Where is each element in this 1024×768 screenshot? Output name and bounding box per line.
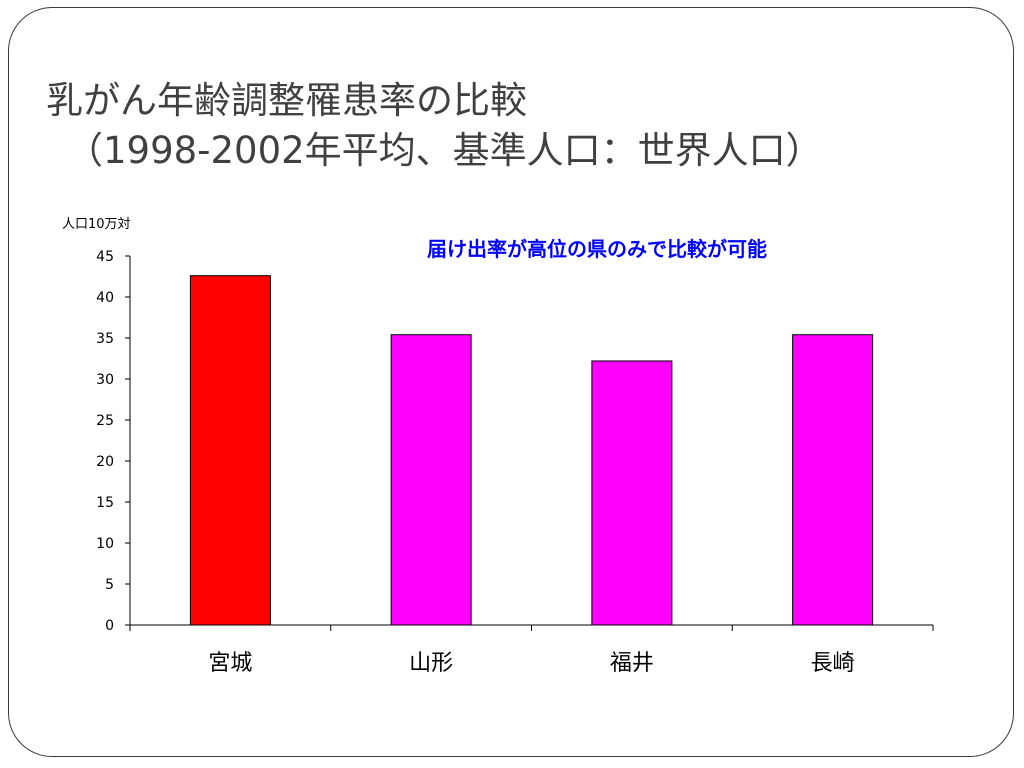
y-tick-label: 30 [96,372,114,388]
y-tick-label: 15 [96,495,114,511]
slide-title-line1: 乳がん年齢調整罹患率の比較 [46,79,527,122]
y-tick-label: 45 [96,249,114,265]
y-tick-label: 5 [105,577,114,593]
x-category-label: 長崎 [811,651,855,676]
y-tick-label: 10 [96,536,114,552]
y-tick-label: 40 [96,290,114,306]
y-tick-label: 0 [105,618,114,634]
slide-title: 乳がん年齢調整罹患率の比較 （1998-2002年平均、基準人口：世界人口） [46,76,823,176]
x-category-label: 福井 [610,651,654,676]
bar-2 [390,334,472,626]
bar-1 [189,275,271,626]
bar-3 [591,360,673,626]
y-tick-label: 35 [96,331,114,347]
y-tick-label: 25 [96,413,114,429]
annotation-note: 届け出率が高位の県のみで比較が可能 [427,237,767,261]
y-tick-label: 20 [96,454,114,470]
y-axis-label: 人口10万対 [62,217,131,232]
x-category-label: 宮城 [208,651,252,676]
x-category-label: 山形 [409,651,453,676]
bar-4 [792,334,874,626]
slide-title-line2: （1998-2002年平均、基準人口：世界人口） [66,129,823,172]
